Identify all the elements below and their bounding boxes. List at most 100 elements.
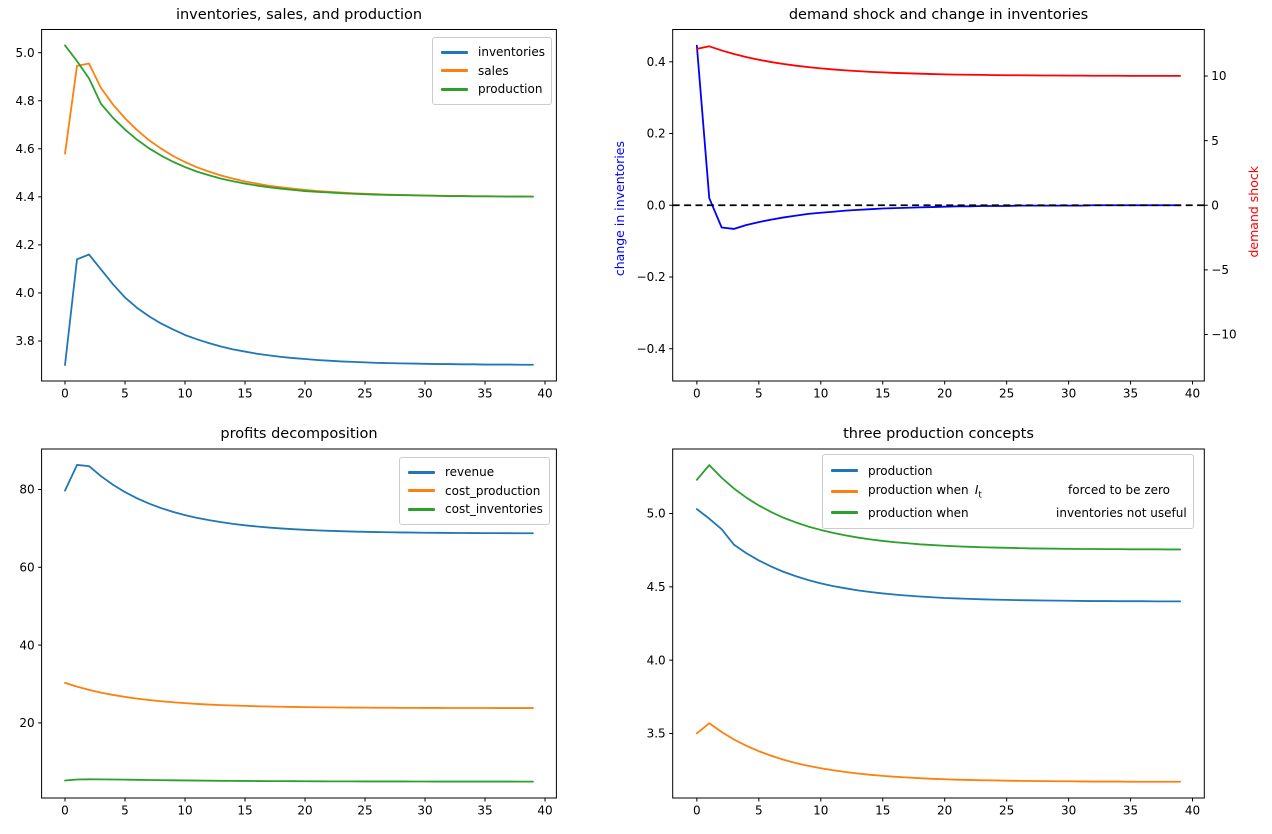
title-inventories-sales-production: inventories, sales, and production <box>175 7 423 23</box>
plot-frame <box>41 448 557 799</box>
x-tick-label: 40 <box>1185 804 1200 818</box>
x-tick-label: 10 <box>177 804 192 818</box>
x-tick-label: 15 <box>237 804 252 818</box>
y-tick-label: 3.8 <box>16 334 35 348</box>
y-tick-right-label: 5 <box>1211 134 1219 148</box>
legend-three-production-concepts: production production when It forced to be… <box>822 454 1194 529</box>
y-tick-label: 4.5 <box>647 580 666 594</box>
y-tick-label: 0.4 <box>647 55 666 69</box>
plot-frame <box>672 448 1205 799</box>
y-tick-label: 5.0 <box>647 507 666 521</box>
chart-inventories-sales-production: 0 5 10 15 20 25 30 35 40 3.8 4.0 4.2 4.4 4.6 4.8 5.0 <box>16 29 557 401</box>
legend-item: production when inventories not useful <box>831 502 1187 523</box>
plot-frame <box>672 29 1205 382</box>
x-tick-label: 20 <box>937 387 952 401</box>
x-tick-label: 15 <box>237 387 252 401</box>
x-tick-label: 5 <box>121 387 129 401</box>
y-tick-right-label: 0 <box>1211 198 1219 212</box>
legend-item: cost_inventories <box>408 500 543 519</box>
y-tick-right-label: −10 <box>1211 328 1236 342</box>
y-tick-right-label: 10 <box>1211 69 1226 83</box>
legend-line-swatch <box>831 490 858 493</box>
y-tick-label: 80 <box>19 483 34 497</box>
series-demand-shock <box>695 45 1182 77</box>
x-tick-label: 0 <box>61 387 69 401</box>
legend-label: production when It forced to be zero <box>868 482 1171 501</box>
x-tick-label: 25 <box>999 387 1014 401</box>
legend-item: sales <box>441 62 543 81</box>
y-tick-label: 4.2 <box>16 238 35 252</box>
series-revenue <box>64 464 534 535</box>
y-tick-label: 4.8 <box>16 94 35 108</box>
x-tick-label: 30 <box>1061 387 1076 401</box>
legend-line-swatch <box>408 470 435 474</box>
x-tick-label: 15 <box>875 387 890 401</box>
x-tick-label: 15 <box>875 804 890 818</box>
legend-label: cost_inventories <box>445 502 543 517</box>
x-tick-label: 20 <box>937 804 952 818</box>
legend-item: production <box>441 80 543 99</box>
series-production <box>695 508 1182 603</box>
legend-profits-decomposition: revenue cost_production cost_inventories <box>399 457 550 525</box>
legend-item: production <box>831 460 1185 481</box>
y-tick-label: 60 <box>19 560 34 574</box>
x-tick-label: 20 <box>297 387 312 401</box>
y-tick-label: 0.2 <box>647 127 666 141</box>
legend-label: cost_production <box>445 483 541 498</box>
series-change-in-inventories <box>695 44 1182 230</box>
series-production <box>64 44 534 198</box>
legend-label: inventories <box>478 45 545 60</box>
series-production-when-inventories-not-useful <box>695 464 1182 551</box>
legend-item: cost_production <box>408 482 541 501</box>
x-tick-label: 35 <box>477 804 492 818</box>
y-tick-label: 5.0 <box>16 46 35 60</box>
y-tick-label: 4.6 <box>16 142 35 156</box>
x-tick-label: 5 <box>121 804 129 818</box>
legend-line-swatch <box>408 489 435 493</box>
y-tick-label: 40 <box>19 638 34 652</box>
plot-frame <box>41 29 557 382</box>
x-tick-label: 40 <box>1185 387 1200 401</box>
title-profits-decomposition: profits decomposition <box>220 426 378 442</box>
x-tick-label: 25 <box>357 804 372 818</box>
y-tick-label: −0.4 <box>637 342 666 356</box>
x-tick-label: 10 <box>177 387 192 401</box>
legend-item: revenue <box>408 463 541 482</box>
x-tick-label: 10 <box>813 804 828 818</box>
x-tick-label: 0 <box>693 387 701 401</box>
y-tick-label: 4.0 <box>647 653 666 667</box>
x-tick-label: 30 <box>417 387 432 401</box>
y-tick-label: 20 <box>19 716 34 730</box>
x-tick-label: 25 <box>357 387 372 401</box>
legend-label: production when inventories not useful <box>868 505 1187 520</box>
y-tick-right-label: −5 <box>1211 263 1229 277</box>
x-tick-label: 35 <box>1123 804 1138 818</box>
x-tick-label: 35 <box>1123 387 1138 401</box>
y-tick-label: 4.4 <box>16 190 35 204</box>
legend-label: production <box>478 82 543 97</box>
chart-demand-shock-change-in-inventories: 0 5 10 15 20 25 30 35 40 −0.4 −0.2 0.0 0.2 0.4 −10 −5 0 5… <box>637 29 1237 401</box>
legend-item: production when It forced to be zero <box>831 481 1185 502</box>
title-demand-shock-change-in-inventories: demand shock and change in inventories <box>788 7 1089 23</box>
chart-three-production-concepts: 0 5 10 15 20 25 30 35 40 3.5 4.0 4.5 5.0 <box>647 448 1205 818</box>
legend-line-swatch <box>441 69 468 73</box>
x-tick-label: 30 <box>417 804 432 818</box>
y-tick-label: −0.2 <box>637 270 666 284</box>
x-tick-label: 0 <box>61 804 69 818</box>
y-tick-label: 3.5 <box>647 727 666 741</box>
legend-line-swatch <box>831 469 858 472</box>
series-cost-inventories <box>64 778 534 783</box>
legend-inventories-sales-production: inventories sales production <box>432 37 552 105</box>
series-inventories <box>64 253 534 366</box>
title-three-production-concepts: three production concepts <box>843 426 1034 442</box>
x-tick-label: 40 <box>537 387 552 401</box>
x-tick-label: 5 <box>755 804 763 818</box>
x-tick-label: 20 <box>297 804 312 818</box>
x-tick-label: 0 <box>693 804 701 818</box>
legend-label: production <box>868 463 933 478</box>
legend-line-swatch <box>441 87 468 91</box>
x-tick-label: 10 <box>813 387 828 401</box>
x-tick-label: 25 <box>999 804 1014 818</box>
legend-line-swatch <box>408 507 435 511</box>
legend-line-swatch <box>441 50 468 54</box>
